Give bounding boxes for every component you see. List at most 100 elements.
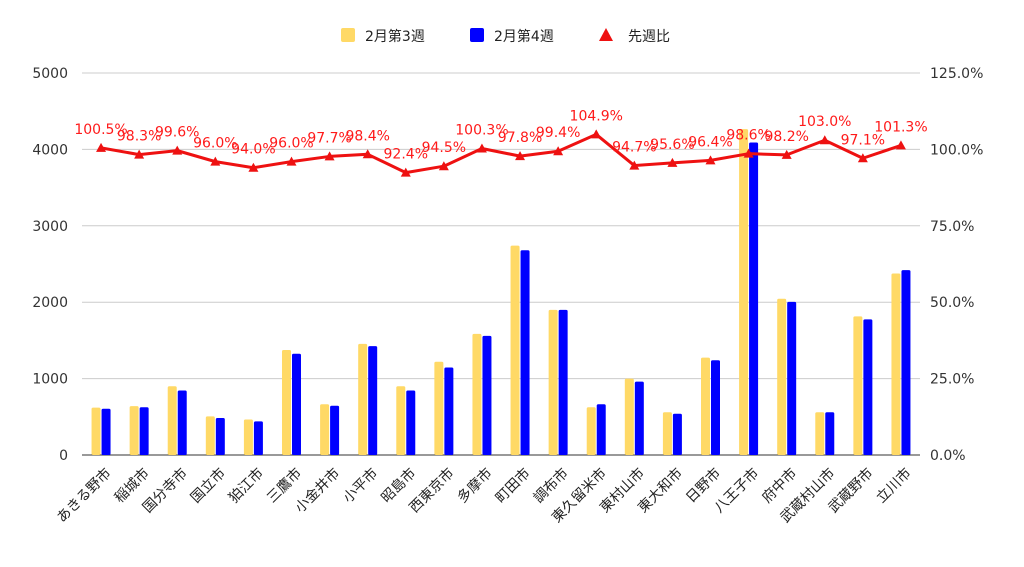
- bar: [358, 343, 368, 455]
- ratio-data-label: 96.0%: [193, 136, 237, 152]
- category-label: 小平市: [340, 465, 382, 507]
- bar: [777, 298, 787, 455]
- ratio-marker: [781, 149, 792, 159]
- ratio-marker: [362, 149, 373, 159]
- ratio-data-label: 99.4%: [536, 125, 580, 141]
- ratio-marker: [553, 146, 564, 156]
- bar: [101, 408, 111, 455]
- bar: [139, 407, 149, 455]
- bar: [330, 405, 340, 455]
- ratio-marker: [172, 145, 183, 155]
- category-labels: あきる野市稲城市国分寺市国立市狛江市三鷹市小金井市小平市昭島市西東京市多摩市町田…: [53, 465, 914, 527]
- legend-swatch-week4: [470, 28, 484, 42]
- ratio-marker: [857, 153, 868, 163]
- bar: [863, 319, 873, 455]
- ratio-data-label: 101.3%: [874, 119, 927, 135]
- legend-label-week4: 2月第4週: [494, 28, 554, 45]
- bars: [91, 129, 911, 456]
- left-tick-label: 2000: [32, 295, 68, 311]
- ratio-data-label: 96.0%: [269, 136, 313, 152]
- bar: [444, 367, 454, 455]
- bar: [368, 346, 378, 455]
- ratio-marker: [515, 151, 526, 161]
- bar: [749, 142, 759, 456]
- bar: [701, 357, 710, 455]
- bar: [91, 407, 101, 455]
- bar: [253, 421, 263, 455]
- ratio-data-label: 94.5%: [422, 140, 466, 156]
- ratio-data-label: 103.0%: [798, 114, 851, 130]
- bar: [482, 335, 492, 455]
- bar: [853, 316, 863, 455]
- ratio-data-label: 98.2%: [764, 129, 808, 145]
- ratio-marker: [248, 162, 259, 172]
- right-tick-label: 125.0%: [930, 66, 983, 82]
- right-tick-label: 50.0%: [930, 295, 974, 311]
- bar: [711, 360, 720, 455]
- bar: [434, 361, 444, 455]
- category-label: 国立市: [187, 465, 229, 507]
- bar: [558, 309, 568, 455]
- right-axis-ticks: 0.0% 25.0% 50.0% 75.0% 100.0% 125.0%: [930, 66, 983, 464]
- ratio-marker: [438, 161, 449, 171]
- bar: [586, 407, 596, 455]
- ratio-marker: [476, 143, 487, 153]
- ratio-data-label: 94.0%: [231, 142, 275, 158]
- category-label: 多摩市: [454, 465, 496, 507]
- bar: [624, 378, 634, 455]
- left-tick-label: 3000: [32, 219, 68, 235]
- right-tick-label: 0.0%: [930, 448, 966, 464]
- ratio-data-label: 98.4%: [345, 128, 389, 144]
- bar: [825, 412, 835, 455]
- ratio-data-label: 96.4%: [688, 134, 732, 150]
- ratio-marker: [96, 142, 107, 152]
- bar: [634, 381, 644, 455]
- bar: [787, 301, 797, 455]
- ratio-data-label: 97.1%: [841, 132, 885, 148]
- bar: [177, 390, 187, 455]
- bar: [282, 349, 291, 455]
- bar: [472, 333, 482, 455]
- right-tick-label: 100.0%: [930, 142, 983, 158]
- category-label: 町田市: [492, 465, 534, 507]
- bar: [520, 250, 530, 455]
- bar: [510, 245, 520, 455]
- bar: [548, 309, 558, 455]
- ratio-data-label: 104.9%: [570, 108, 623, 124]
- ratio-line-layer: 100.5%98.3%99.6%96.0%94.0%96.0%97.7%98.4…: [74, 108, 928, 177]
- ratio-marker: [591, 129, 602, 139]
- right-tick-label: 25.0%: [930, 372, 974, 388]
- legend-swatch-week3: [341, 28, 355, 42]
- bar: [129, 406, 139, 455]
- ratio-marker: [743, 148, 754, 158]
- bar: [215, 417, 225, 455]
- ratio-marker: [667, 157, 678, 167]
- bar: [662, 412, 672, 455]
- ratio-data-label: 98.6%: [726, 128, 770, 144]
- ratio-data-label: 95.6%: [650, 137, 694, 153]
- left-axis-ticks: 0 1000 2000 3000 4000 5000: [32, 66, 68, 464]
- left-tick-label: 5000: [32, 66, 68, 82]
- category-label: 立川市: [873, 465, 915, 507]
- left-tick-label: 1000: [32, 372, 68, 388]
- bar: [815, 412, 825, 455]
- ratio-marker: [705, 155, 716, 165]
- right-tick-label: 75.0%: [930, 219, 974, 235]
- bar: [672, 413, 682, 455]
- bar: [292, 353, 301, 455]
- bar: [320, 404, 330, 455]
- left-tick-label: 4000: [32, 142, 68, 158]
- ratio-marker: [286, 156, 297, 166]
- legend-label-week3: 2月第3週: [365, 28, 425, 45]
- ratio-line: [100, 132, 902, 175]
- ratio-marker: [895, 140, 906, 150]
- bar: [901, 270, 911, 455]
- bar: [596, 404, 606, 455]
- bar: [739, 129, 749, 456]
- ratio-marker: [134, 149, 145, 159]
- bar: [167, 386, 177, 455]
- bar: [406, 390, 416, 455]
- ratio-data-label: 97.7%: [307, 130, 351, 146]
